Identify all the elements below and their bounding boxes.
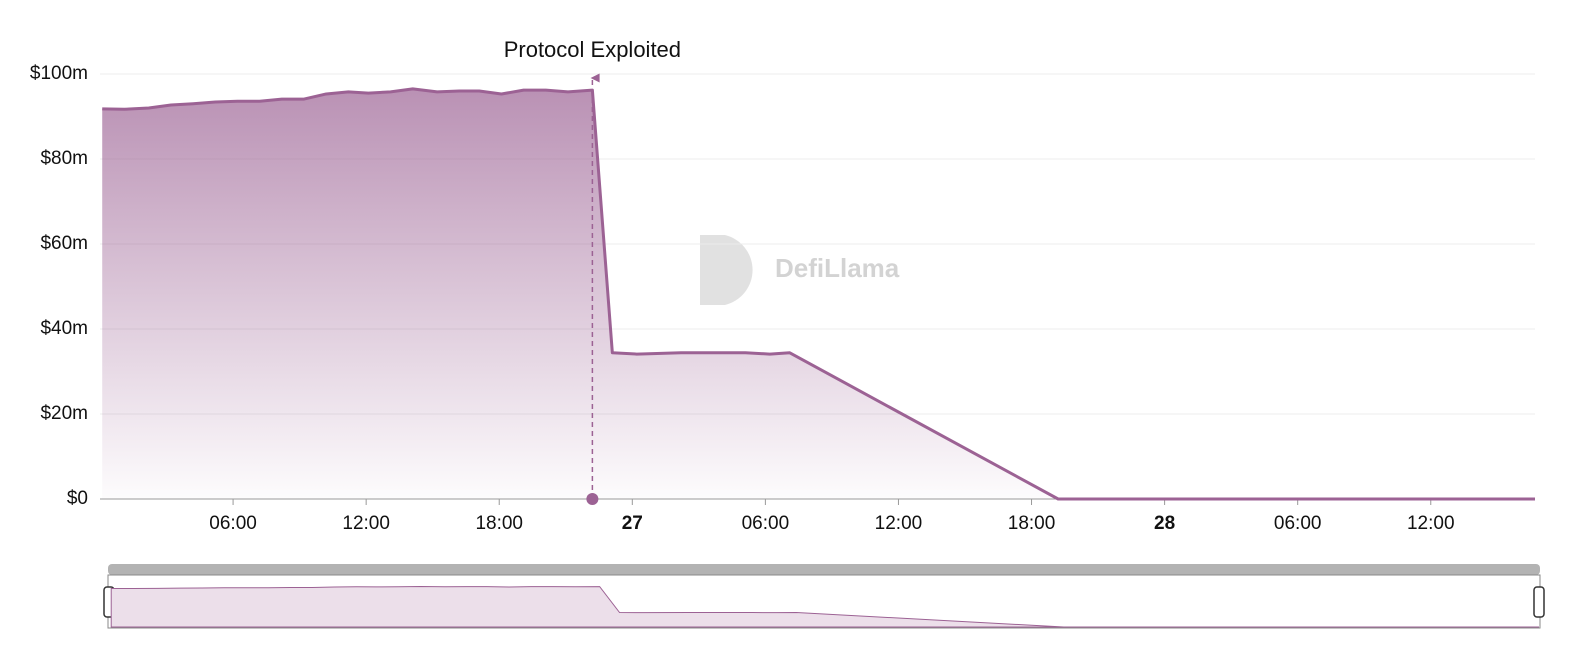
x-tick-label: 12:00 [1407, 513, 1455, 534]
y-tick-label: $0 [67, 488, 88, 509]
x-tick-label: 12:00 [342, 513, 390, 534]
y-tick-label: $40m [40, 318, 88, 339]
slider-bar[interactable] [108, 564, 1540, 575]
slider-preview [110, 585, 1539, 628]
y-tick-label: $20m [40, 403, 88, 424]
line [102, 87, 1535, 501]
x-tick-label: 12:00 [875, 513, 923, 534]
x-tick-label: 06:00 [1274, 513, 1322, 534]
y-tick-label: $80m [40, 148, 88, 169]
y-tick-label: $100m [30, 63, 88, 84]
slider-handle-right[interactable] [1533, 586, 1545, 618]
y-tick-label: $60m [40, 233, 88, 254]
x-tick-label: 06:00 [742, 513, 790, 534]
watermark-text: DefiLlama [775, 253, 900, 283]
annotation-dot [586, 493, 599, 505]
x-tick-label: 27 [622, 513, 643, 534]
x-tick-label: 18:00 [475, 513, 523, 534]
x-tick-label: 06:00 [209, 513, 257, 534]
x-tick-label: 28 [1154, 513, 1175, 534]
watermark: DefiLlama [700, 235, 900, 305]
area-fill [102, 88, 1536, 499]
x-tick-label: 18:00 [1008, 513, 1056, 534]
annotation-label: Protocol Exploited [504, 37, 681, 62]
